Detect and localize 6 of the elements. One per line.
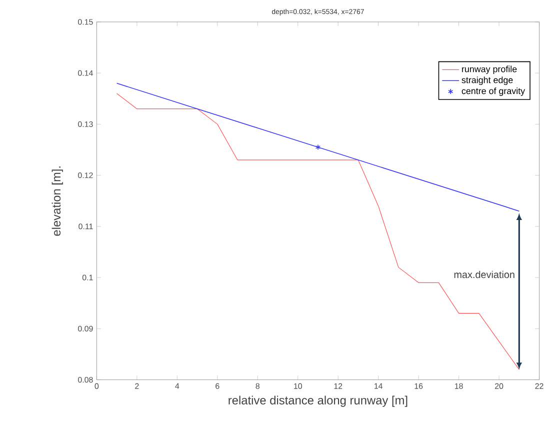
y-axis-title: elevation [m]. [52,166,63,236]
legend-label: straight edge [462,76,513,86]
x-axis-title: relative distance along runway [m] [228,396,408,408]
legend-label: centre of gravity [462,88,526,96]
legend-label: runway profile [462,66,517,74]
annotation: max.deviation [454,271,514,278]
